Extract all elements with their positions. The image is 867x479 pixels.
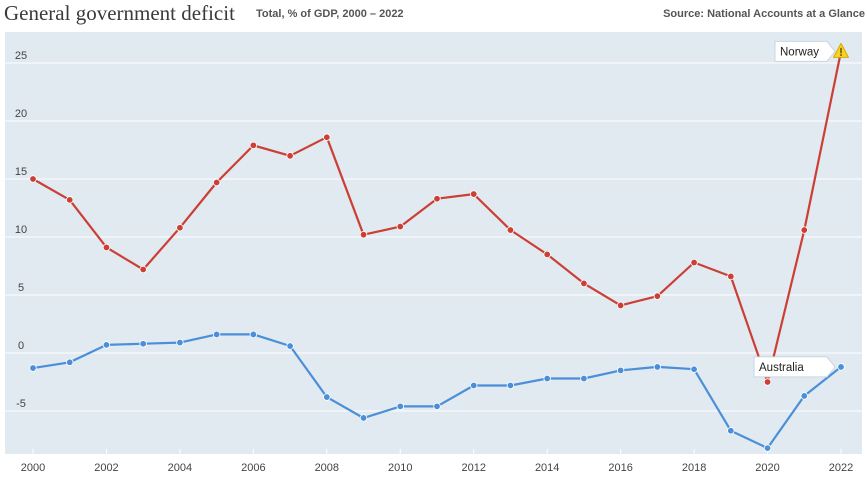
x-tick-label: 2010 [388, 462, 412, 474]
y-tick-label: 5 [18, 282, 24, 294]
norway-point-2008[interactable] [323, 133, 331, 141]
y-tick-label: 25 [15, 50, 27, 62]
norway-point-2013[interactable] [506, 226, 515, 234]
y-tick-label: 0 [18, 340, 24, 352]
x-tick-label: 2004 [168, 462, 192, 474]
series-australia [29, 330, 845, 452]
australia-point-2007[interactable] [286, 342, 294, 350]
australia-point-2005[interactable] [212, 330, 221, 339]
australia-point-2015[interactable] [580, 374, 588, 383]
australia-point-2016[interactable] [616, 366, 625, 375]
australia-point-2001[interactable] [66, 358, 74, 366]
x-tick-label: 2022 [829, 462, 853, 474]
chart-subtitle: Total, % of GDP, 2000 – 2022 [256, 8, 404, 20]
norway-point-2000[interactable] [29, 175, 37, 183]
y-axis: -5 0 5 10 15 20 25 [15, 50, 27, 410]
y-tick-label: 10 [15, 224, 27, 236]
series-norway [29, 51, 843, 386]
australia-point-2002[interactable] [102, 341, 111, 349]
series-label-text: Norway [780, 46, 819, 58]
norway-end-label: Norway [774, 40, 849, 62]
norway-point-2004[interactable] [176, 224, 184, 232]
source-credit: Source: National Accounts at a Glance [663, 8, 865, 20]
y-tick-label: 20 [15, 108, 27, 120]
x-tick-label: 2016 [608, 462, 632, 474]
x-tick-label: 2012 [461, 462, 485, 474]
norway-point-2010[interactable] [396, 222, 404, 231]
x-axis: 2000 2002 2004 2006 2008 2010 2012 2014 2016 2018… [21, 449, 853, 474]
norway-point-2002[interactable] [102, 243, 111, 252]
australia-point-2021[interactable] [800, 392, 808, 400]
x-tick-label: 2000 [21, 462, 45, 474]
australia-point-2003[interactable] [139, 340, 147, 348]
label-callout [753, 356, 836, 378]
norway-point-2020[interactable] [763, 378, 772, 386]
chart-header: General government deficit Total, % of G… [0, 0, 867, 30]
norway-point-2016[interactable] [616, 301, 625, 310]
australia-point-2014[interactable] [543, 374, 551, 383]
x-tick-label: 2002 [94, 462, 118, 474]
norway-point-2001[interactable] [66, 196, 74, 204]
y-tick-label: -5 [16, 398, 26, 410]
norway-point-2012[interactable] [470, 190, 478, 198]
norway-point-2021[interactable] [800, 226, 808, 234]
australia-point-2019[interactable] [727, 427, 735, 435]
australia-point-2008[interactable] [323, 393, 331, 401]
australia-point-2004[interactable] [176, 338, 184, 347]
x-tick-label: 2020 [755, 462, 779, 474]
australia-point-2013[interactable] [506, 381, 515, 390]
norway-point-2011[interactable] [433, 195, 441, 203]
plot-area [5, 32, 862, 454]
chart-title: General government deficit [4, 1, 235, 25]
norway-point-2003[interactable] [139, 265, 147, 274]
series-labels: Norway Australia [753, 40, 849, 378]
australia-point-2006[interactable] [249, 330, 258, 339]
australia-point-2017[interactable] [653, 363, 662, 371]
norway-point-2006[interactable] [249, 141, 258, 150]
norway-point-2007[interactable] [286, 152, 294, 160]
x-tick-label: 2014 [535, 462, 559, 474]
norway-point-2019[interactable] [727, 272, 735, 281]
australia-point-2009[interactable] [359, 414, 368, 422]
y-tick-label: 15 [15, 166, 27, 178]
norway-point-2018[interactable] [690, 258, 698, 267]
warning-icon[interactable] [833, 42, 849, 58]
norway-point-2017[interactable] [653, 292, 662, 300]
x-tick-label: 2006 [241, 462, 265, 474]
norway-point-2014[interactable] [543, 250, 551, 259]
norway-point-2005[interactable] [212, 178, 221, 187]
series-label-text: Australia [759, 362, 804, 374]
australia-point-2000[interactable] [29, 364, 37, 372]
australia-point-2022[interactable] [837, 363, 845, 371]
norway-point-2009[interactable] [359, 230, 368, 239]
label-callout [774, 40, 836, 62]
australia-end-label: Australia [753, 356, 836, 378]
australia-point-2010[interactable] [396, 402, 404, 411]
norway-point-2015[interactable] [580, 279, 588, 288]
gridlines [5, 62, 862, 412]
x-tick-label: 2008 [315, 462, 339, 474]
australia-point-2020[interactable] [763, 444, 772, 452]
x-tick-label: 2018 [682, 462, 706, 474]
series-layer [29, 51, 845, 452]
australia-point-2012[interactable] [470, 381, 478, 390]
australia-point-2011[interactable] [433, 402, 441, 411]
australia-point-2018[interactable] [690, 365, 698, 373]
